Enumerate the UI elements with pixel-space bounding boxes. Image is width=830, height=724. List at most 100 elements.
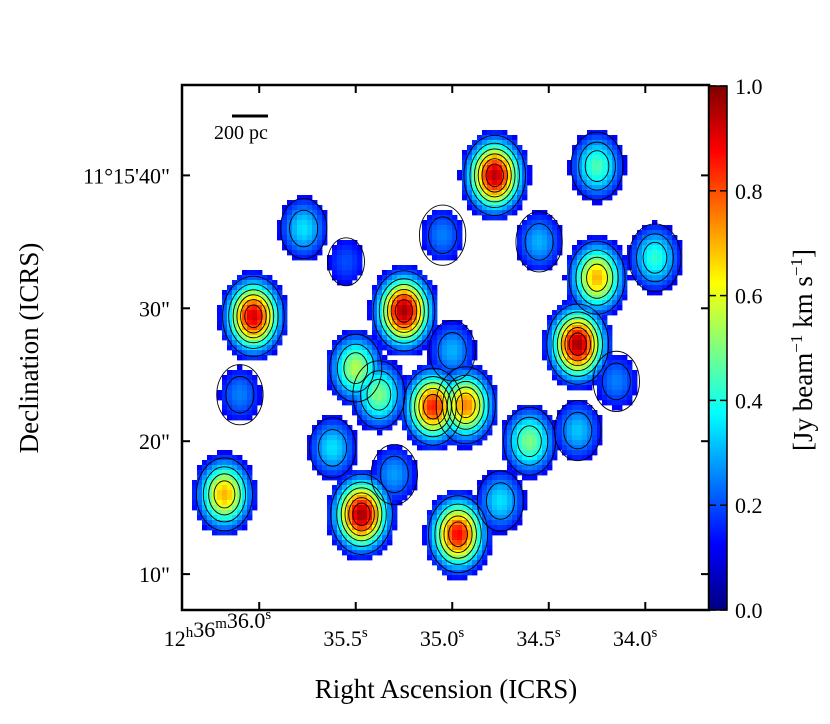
heatmap-cell	[237, 285, 243, 291]
heatmap-cell	[582, 295, 588, 301]
heatmap-cell	[652, 275, 658, 281]
heatmap-cell	[567, 445, 573, 451]
heatmap-cell	[317, 465, 323, 471]
heatmap-cell	[267, 305, 273, 311]
heatmap-cell	[497, 530, 503, 536]
heatmap-cell	[547, 340, 553, 346]
heatmap-cell	[487, 185, 493, 191]
heatmap-cell	[542, 260, 548, 266]
colorbar-tick-label: 0.8	[735, 179, 763, 204]
contour-line	[308, 417, 357, 479]
heatmap-cell	[467, 380, 473, 386]
heatmap-cell	[502, 420, 508, 426]
heatmap-cell	[502, 510, 508, 516]
heatmap-cell	[517, 235, 523, 241]
heatmap-cell	[467, 540, 473, 546]
heatmap-cell	[317, 430, 323, 436]
heatmap-cell	[542, 215, 548, 221]
heatmap-cell	[312, 210, 318, 216]
heatmap-cell	[602, 260, 608, 266]
heatmap-cell	[457, 490, 463, 496]
heatmap-cell	[647, 270, 653, 276]
heatmap-cell	[477, 425, 483, 431]
heatmap-cell	[612, 370, 618, 376]
heatmap-cell	[527, 475, 533, 481]
heatmap-cell	[207, 465, 213, 471]
heatmap-cell	[287, 240, 293, 246]
heatmap-cell	[337, 490, 343, 496]
heatmap-cell	[277, 235, 283, 241]
heatmap-cell	[587, 315, 593, 321]
heatmap-cell	[387, 285, 393, 291]
heatmap-cell	[507, 450, 513, 456]
heatmap-cell	[377, 370, 383, 376]
heatmap-cell	[367, 470, 373, 476]
heatmap-cell	[452, 240, 458, 246]
heatmap-cell	[367, 415, 373, 421]
heatmap-cell	[437, 350, 443, 356]
heatmap-cell	[377, 420, 383, 426]
heatmap-cell	[337, 355, 343, 361]
heatmap-cell	[452, 360, 458, 366]
heatmap-cell	[347, 445, 353, 451]
heatmap-cell	[367, 385, 373, 391]
heatmap-cell	[597, 260, 603, 266]
heatmap-cell	[552, 375, 558, 381]
heatmap-cell	[572, 160, 578, 166]
contour-line	[636, 233, 674, 283]
heatmap-cell	[222, 460, 228, 466]
heatmap-cell	[222, 290, 228, 296]
heatmap-cell	[597, 150, 603, 156]
heatmap-cell	[372, 515, 378, 521]
heatmap-cell	[347, 475, 353, 481]
heatmap-cell	[387, 505, 393, 511]
heatmap-cell	[382, 515, 388, 521]
heatmap-cell	[247, 375, 253, 381]
heatmap-cell	[572, 415, 578, 421]
heatmap-cell	[577, 250, 583, 256]
heatmap-cell	[462, 425, 468, 431]
heatmap-cell	[232, 310, 238, 316]
heatmap-cell	[372, 500, 378, 506]
heatmap-cell	[522, 495, 528, 501]
heatmap-cell	[262, 325, 268, 331]
heatmap-cell	[417, 350, 423, 356]
heatmap-cell	[242, 460, 248, 466]
heatmap-cell	[477, 480, 483, 486]
heatmap-cell	[487, 375, 493, 381]
heatmap-cell	[547, 315, 553, 321]
heatmap-cell	[457, 565, 463, 571]
heatmap-cell	[357, 255, 363, 261]
heatmap-cell	[367, 475, 373, 481]
heatmap-cell	[232, 460, 238, 466]
heatmap-cell	[582, 195, 588, 201]
heatmap-cell	[457, 410, 463, 416]
heatmap-cell	[317, 425, 323, 431]
heatmap-cell	[557, 435, 563, 441]
heatmap-cell	[222, 515, 228, 521]
heatmap-cell	[412, 320, 418, 326]
heatmap-cell	[542, 460, 548, 466]
heatmap-cell	[622, 160, 628, 166]
heatmap-cell	[462, 575, 468, 581]
heatmap-cell	[237, 470, 243, 476]
heatmap-cell	[677, 255, 683, 261]
heatmap-cell	[232, 515, 238, 521]
heatmap-cell	[342, 365, 348, 371]
heatmap-cell	[437, 560, 443, 566]
heatmap-cell	[282, 235, 288, 241]
heatmap-cell	[332, 275, 338, 281]
heatmap-cell	[607, 280, 613, 286]
heatmap-cell	[582, 240, 588, 246]
heatmap-cell	[607, 330, 613, 336]
heatmap-cell	[527, 410, 533, 416]
heatmap-cell	[352, 510, 358, 516]
heatmap-cell	[372, 465, 378, 471]
heatmap-cell	[567, 295, 573, 301]
heatmap-cell	[547, 225, 553, 231]
heatmap-cell	[542, 410, 548, 416]
heatmap-cell	[662, 285, 668, 291]
heatmap-cell	[267, 350, 273, 356]
heatmap-cell	[372, 380, 378, 386]
heatmap-cell	[397, 490, 403, 496]
